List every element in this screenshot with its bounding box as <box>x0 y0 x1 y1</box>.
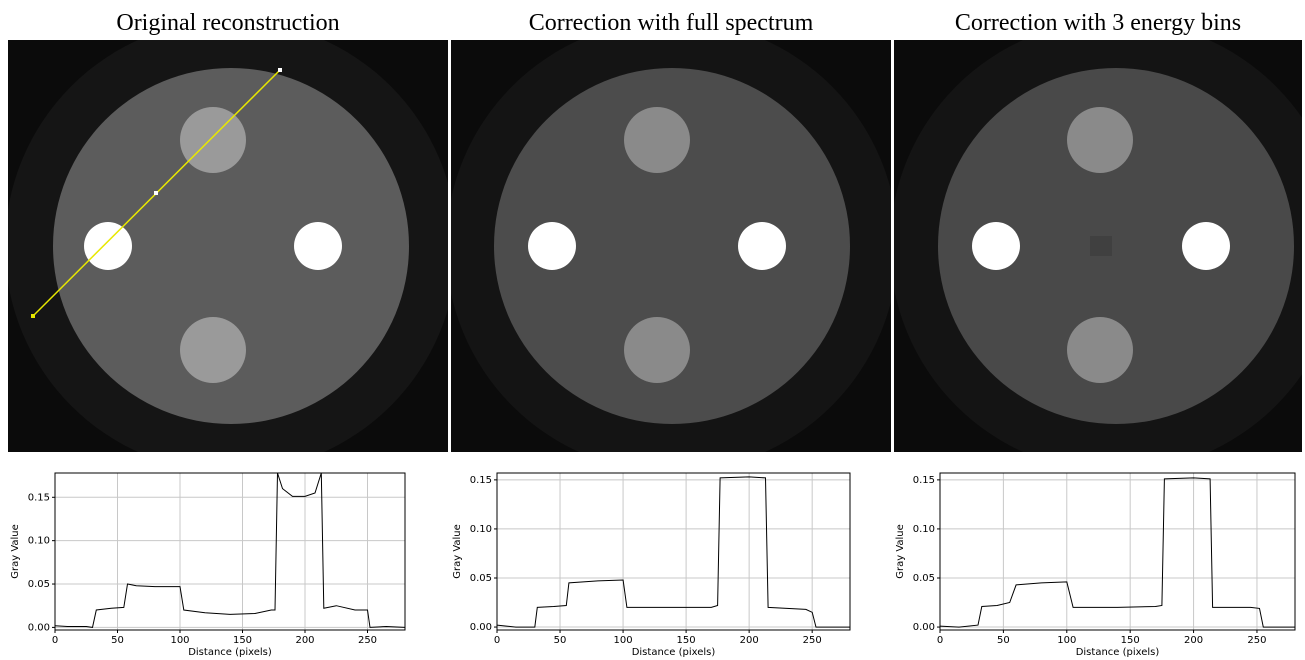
x-tick-label: 50 <box>554 635 567 646</box>
y-tick-label: 0.00 <box>28 622 50 633</box>
y-tick-label: 0.00 <box>913 622 935 633</box>
y-tick-label: 0.10 <box>28 536 50 547</box>
y-axis-label: Gray Value <box>452 524 463 579</box>
y-tick-label: 0.05 <box>28 579 50 590</box>
x-tick-label: 150 <box>1121 635 1140 646</box>
x-tick-label: 150 <box>677 635 696 646</box>
x-tick-label: 100 <box>614 635 633 646</box>
x-tick-label: 0 <box>937 635 943 646</box>
x-axis-label: Distance (pixels) <box>1076 647 1160 658</box>
plot-frame <box>54 472 406 631</box>
y-axis-label: Gray Value <box>10 524 21 579</box>
ct-image <box>451 40 891 452</box>
ct-image <box>894 40 1302 452</box>
x-tick-label: 0 <box>52 635 58 646</box>
x-tick-label: 200 <box>295 635 314 646</box>
ct-image <box>8 40 448 452</box>
y-tick-label: 0.15 <box>470 475 492 486</box>
plot-area <box>940 473 1295 630</box>
x-tick-label: 250 <box>1247 635 1266 646</box>
panel-title: Correction with full spectrum <box>529 10 814 36</box>
x-tick-label: 200 <box>1184 635 1203 646</box>
y-tick-label: 0.10 <box>470 524 492 535</box>
plot-area <box>55 473 405 630</box>
y-tick-label: 0.05 <box>913 573 935 584</box>
x-tick-label: 200 <box>740 635 759 646</box>
panel-title: Original reconstruction <box>116 10 339 36</box>
profile-line <box>939 477 1295 628</box>
y-tick-label: 0.15 <box>28 492 50 503</box>
plot-area <box>497 473 850 630</box>
x-tick-label: 50 <box>997 635 1010 646</box>
x-axis-label: Distance (pixels) <box>188 647 272 658</box>
y-tick-label: 0.05 <box>470 573 492 584</box>
x-tick-label: 250 <box>358 635 377 646</box>
profile-line <box>496 476 850 628</box>
plot-frame <box>939 472 1296 631</box>
x-tick-label: 0 <box>494 635 500 646</box>
x-axis-label: Distance (pixels) <box>632 647 716 658</box>
x-tick-label: 100 <box>170 635 189 646</box>
x-tick-label: 100 <box>1057 635 1076 646</box>
x-tick-label: 150 <box>233 635 252 646</box>
plot-frame <box>496 472 851 631</box>
y-tick-label: 0.15 <box>913 475 935 486</box>
x-tick-label: 50 <box>111 635 124 646</box>
profile-line <box>54 472 406 628</box>
x-tick-label: 250 <box>803 635 822 646</box>
y-tick-label: 0.00 <box>470 622 492 633</box>
panel-title: Correction with 3 energy bins <box>955 10 1241 36</box>
y-tick-label: 0.10 <box>913 524 935 535</box>
y-axis-label: Gray Value <box>895 524 906 579</box>
